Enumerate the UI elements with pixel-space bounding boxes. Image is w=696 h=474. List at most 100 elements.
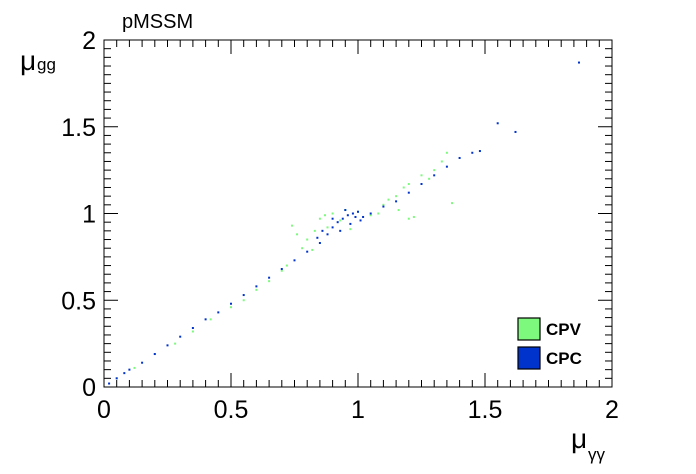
data-point-cpv — [349, 228, 352, 231]
data-point-cpv — [382, 203, 385, 206]
data-point-cpv — [407, 183, 410, 186]
data-point-cpc — [478, 150, 481, 153]
data-point-cpc — [331, 226, 334, 229]
data-point-cpv — [209, 318, 212, 321]
legend-label-cpv: CPV — [546, 320, 582, 339]
data-point-cpc — [471, 151, 474, 154]
data-point-cpc — [318, 241, 321, 244]
x-tick-label: 0.5 — [214, 396, 249, 424]
legend-swatch-cpv — [517, 317, 541, 341]
legend-label-cpc: CPC — [546, 349, 582, 368]
x-tick-labels: 0 0.5 1 1.5 2 — [97, 396, 619, 424]
data-point-cpc — [496, 122, 499, 125]
data-point-cpv — [242, 299, 245, 302]
data-point-cpc — [339, 229, 342, 232]
y-axis-title: μ — [20, 45, 36, 76]
data-point-cpc — [382, 205, 385, 208]
axis-ticks — [103, 39, 613, 388]
data-point-cpc — [255, 285, 258, 288]
data-point-cpc — [344, 209, 347, 212]
data-point-cpc — [369, 212, 372, 215]
data-point-cpc — [306, 250, 309, 253]
y-tick-label: 1.5 — [61, 114, 96, 142]
data-point-cpc — [514, 130, 517, 133]
data-point-cpv — [301, 247, 304, 250]
data-point-cpc — [230, 302, 232, 305]
data-point-cpc — [445, 165, 448, 168]
x-tick-label: 0 — [97, 396, 111, 424]
data-point-cpv — [433, 169, 436, 172]
x-tick-label: 1 — [351, 396, 365, 424]
data-point-cpc — [268, 276, 271, 279]
data-point-cpv — [230, 306, 232, 309]
data-points — [108, 61, 580, 385]
legend: CPV CPC — [517, 317, 582, 370]
data-point-cpv — [280, 269, 283, 272]
data-point-cpv — [323, 214, 326, 217]
data-point-cpc — [316, 236, 319, 239]
data-point-cpc — [341, 217, 344, 220]
data-point-cpc — [293, 259, 296, 262]
data-point-cpc — [108, 382, 111, 385]
data-point-cpv — [387, 198, 390, 201]
data-point-cpc — [351, 212, 354, 215]
data-point-cpv — [407, 217, 410, 220]
data-point-cpv — [440, 160, 443, 163]
data-point-cpv — [428, 177, 431, 180]
data-point-cpc — [331, 217, 334, 220]
data-point-cpc — [346, 214, 349, 217]
data-point-cpc — [336, 221, 339, 224]
data-point-cpv — [450, 202, 453, 205]
data-point-cpc — [128, 368, 131, 371]
data-point-cpv — [326, 226, 329, 229]
data-point-cpv — [412, 215, 415, 218]
data-point-cpc — [433, 174, 436, 177]
data-point-cpc — [395, 200, 398, 203]
data-point-cpv — [255, 288, 258, 291]
data-point-cpc — [242, 294, 245, 297]
data-point-cpv — [306, 238, 309, 241]
data-point-cpc — [359, 219, 362, 222]
y-tick-label: 0 — [82, 374, 96, 402]
data-point-cpv — [318, 217, 321, 220]
data-point-cpv — [311, 248, 314, 251]
data-point-cpc — [354, 215, 357, 218]
y-tick-label: 1 — [82, 201, 96, 229]
y-tick-labels: 0 0.5 1 1.5 2 — [61, 27, 96, 402]
data-point-cpc — [362, 215, 365, 218]
data-point-cpv — [369, 214, 372, 217]
data-point-cpc — [321, 229, 324, 232]
data-point-cpc — [577, 61, 580, 64]
data-point-cpc — [420, 183, 423, 186]
data-point-cpv — [268, 280, 271, 283]
data-point-cpv — [296, 233, 299, 236]
x-axis-title-subscript: γγ — [588, 445, 606, 464]
y-tick-label: 0.5 — [61, 287, 96, 315]
data-point-cpc — [326, 233, 329, 236]
data-point-cpv — [174, 342, 177, 345]
data-point-cpc — [458, 156, 461, 159]
data-point-cpc — [217, 311, 220, 314]
data-point-cpc — [166, 344, 169, 347]
data-point-cpc — [123, 372, 126, 375]
data-point-cpv — [285, 264, 288, 267]
data-point-cpc — [115, 377, 118, 380]
y-axis-title-subscript: gg — [37, 55, 56, 74]
x-axis-title: μ — [571, 423, 587, 454]
data-point-cpv — [331, 212, 334, 215]
data-point-cpc — [153, 353, 156, 356]
data-point-cpc — [204, 318, 207, 321]
x-tick-label: 2 — [605, 396, 619, 424]
data-point-cpv — [397, 209, 400, 212]
data-point-cpc — [141, 361, 144, 364]
data-point-cpv — [402, 186, 405, 189]
data-point-cpc — [179, 335, 182, 338]
chart-title: pMSSM — [122, 11, 193, 33]
data-point-cpv — [313, 229, 316, 232]
data-point-cpc — [191, 327, 194, 330]
data-point-cpv — [191, 330, 194, 333]
data-point-cpv — [133, 366, 136, 369]
data-point-cpv — [290, 224, 293, 227]
data-point-cpv — [395, 195, 398, 198]
x-tick-label: 1.5 — [468, 396, 503, 424]
